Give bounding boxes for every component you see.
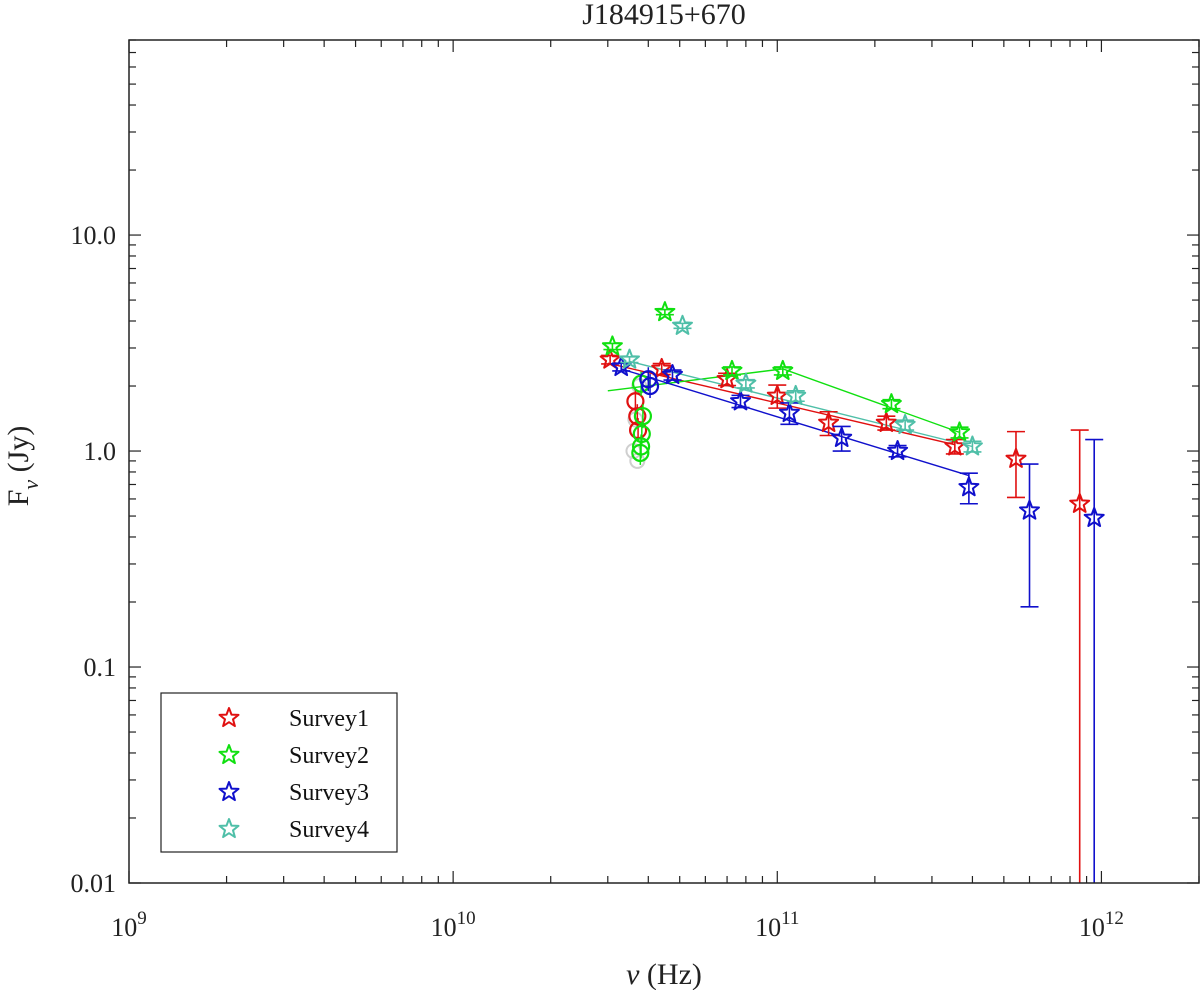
y-axis-title: Fν (Jy): [2, 426, 43, 507]
star-point: [735, 372, 757, 393]
series-survey4: [619, 314, 983, 456]
x-tick-label: 1010: [431, 908, 476, 942]
star-point: [880, 393, 902, 414]
legend-marker: [218, 818, 240, 839]
star-point: [785, 384, 807, 405]
star-point: [831, 426, 853, 447]
x-tick-label: 109: [111, 908, 147, 942]
series-survey3: [610, 356, 1105, 883]
y-axis-sub: ν: [18, 480, 43, 490]
y-tick-label: 0.1: [84, 653, 117, 682]
x-axis-symbol: ν: [626, 958, 640, 990]
star-point: [887, 440, 909, 461]
axis-tick-labels: 109 1010 1011 1012 0.01 0.1 1.0 10.0: [71, 221, 1124, 942]
star-point: [672, 314, 693, 335]
star-point: [721, 359, 743, 380]
x-tick-label: 1012: [1079, 908, 1124, 942]
star-point: [766, 384, 788, 405]
star-point: [949, 421, 971, 442]
series-survey1: [599, 348, 1091, 883]
star-point: [875, 411, 897, 432]
star-point: [772, 359, 794, 380]
legend-label: Survey3: [289, 780, 369, 806]
star-point: [662, 364, 683, 385]
chart-title: J184915+670: [582, 0, 746, 31]
star-point: [601, 335, 623, 356]
y-tick-label: 1.0: [84, 437, 117, 466]
y-axis-unit: (Jy): [2, 426, 35, 473]
star-point: [778, 402, 800, 423]
svg-text:Fν (Jy): Fν (Jy): [2, 426, 43, 507]
star-point: [1083, 506, 1105, 527]
data-marks: [599, 301, 1105, 883]
legend-marker: [218, 707, 240, 728]
legend-label: Survey2: [289, 743, 369, 769]
star-point: [654, 301, 676, 322]
legend-label: Survey1: [289, 706, 369, 732]
x-axis-unit: (Hz): [647, 958, 702, 990]
legend-label: Survey4: [289, 817, 369, 843]
star-point: [958, 476, 980, 497]
legend: Survey1 Survey2 Survey3 Survey4: [160, 692, 398, 853]
star-point: [1069, 492, 1091, 513]
x-axis-title: ν (Hz): [626, 958, 702, 990]
star-point: [651, 357, 673, 378]
legend-box: [160, 692, 398, 853]
x-tick-label: 1011: [755, 908, 799, 942]
star-point: [1019, 499, 1040, 520]
y-tick-label: 10.0: [71, 221, 117, 250]
star-point: [599, 348, 621, 369]
star-point: [961, 435, 983, 456]
fit-line-survey3: [620, 368, 970, 477]
y-tick-label: 0.01: [71, 869, 117, 898]
series-survey2: [601, 301, 971, 465]
star-point: [1005, 447, 1027, 468]
axis-ticks: [128, 39, 1200, 884]
star-point: [818, 411, 840, 432]
y-axis-main: F: [2, 490, 35, 507]
legend-marker: [218, 781, 240, 802]
legend-entries: Survey1 Survey2 Survey3 Survey4: [218, 706, 369, 843]
legend-marker: [218, 744, 240, 765]
star-point: [894, 414, 916, 435]
star-point: [730, 390, 751, 411]
star-point: [619, 348, 640, 369]
